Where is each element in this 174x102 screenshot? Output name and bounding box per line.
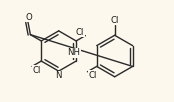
Text: N: N (56, 71, 62, 80)
Text: O: O (25, 13, 32, 22)
Text: NH: NH (67, 48, 80, 57)
Text: Cl: Cl (33, 66, 41, 75)
Text: Cl: Cl (110, 16, 119, 25)
Text: Cl: Cl (76, 28, 84, 37)
Text: Cl: Cl (89, 71, 97, 80)
